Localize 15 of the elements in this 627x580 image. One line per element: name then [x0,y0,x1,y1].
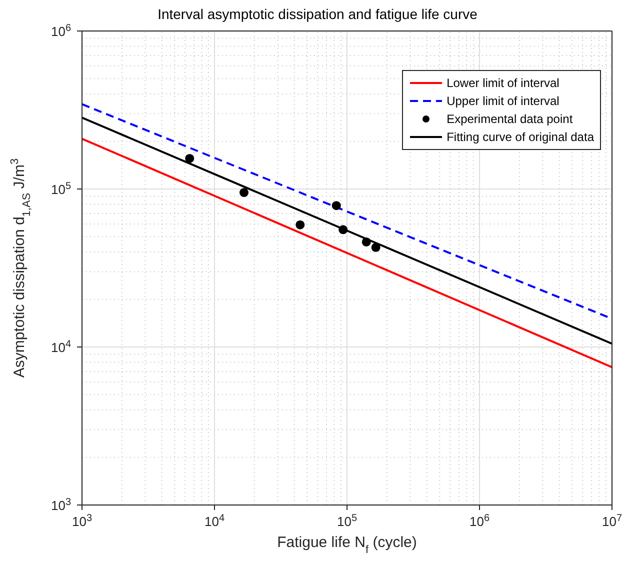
legend-label: Fitting curve of original data [446,130,594,144]
y-tick-label: 10$^{5}$ [50,180,72,197]
legend-label: Lower limit of interval [446,76,560,90]
x-tick-label: 10$^{4}$ [204,512,225,529]
x-axis-title: Fatigue life N$_{f}$ (cycle) [277,534,417,556]
y-tick-label: 10$^{6}$ [50,22,72,39]
x-tick-label: 10$^{7}$ [602,512,622,529]
chart-title: Interval asymptotic dissipation and fatigue life curve [156,6,478,22]
x-tick-label: 10$^{5}$ [336,512,358,529]
legend-label: Experimental data point [446,112,573,126]
legend-label: Upper limit of interval [446,94,560,108]
y-tick-label: 10$^{3}$ [50,496,72,513]
y-tick-label: 10$^{4}$ [50,338,72,355]
x-tick-label: 10$^{3}$ [72,512,92,529]
x-tick-label: 10$^{6}$ [469,512,490,529]
